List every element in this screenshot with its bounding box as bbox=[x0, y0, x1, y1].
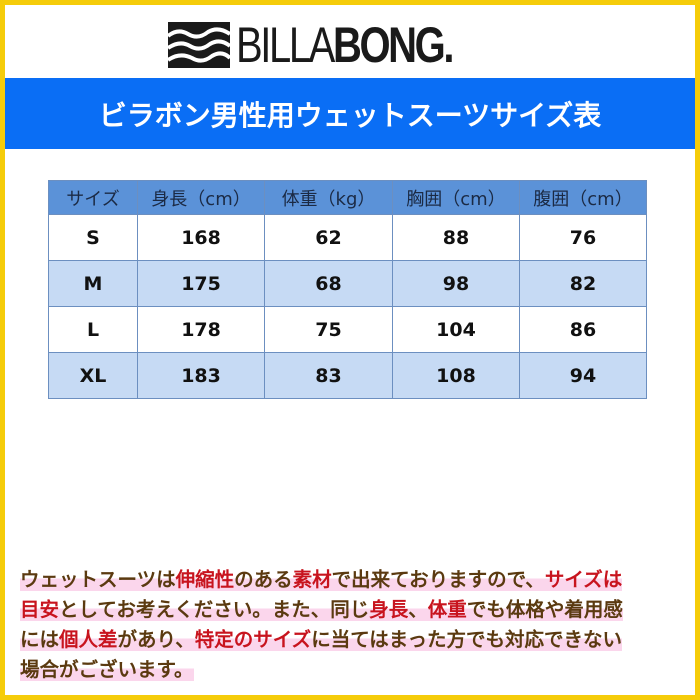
note-text: 場合がございます。 bbox=[20, 658, 194, 681]
table-cell: 108 bbox=[391, 352, 520, 399]
note-line: には個人差があり、特定のサイズに当てはまった方でも対応できない bbox=[20, 625, 690, 655]
table-cell: 76 bbox=[518, 214, 648, 261]
note-text: があり、 bbox=[117, 628, 195, 651]
table-row: M 175 68 98 82 bbox=[47, 260, 648, 307]
column-header: 体重（kg） bbox=[264, 180, 393, 215]
note-text: に当てはまった方でも対応できない bbox=[311, 628, 623, 651]
note-text: のある bbox=[234, 568, 293, 591]
table-cell: 62 bbox=[264, 214, 393, 261]
table-cell: 168 bbox=[137, 214, 266, 261]
table-cell: XL bbox=[47, 352, 139, 399]
note-emphasis: 伸縮性 bbox=[175, 568, 235, 591]
note-text: でも体格や着用感 bbox=[466, 598, 623, 621]
note-emphasis: 体重 bbox=[427, 598, 467, 621]
note-text: には bbox=[20, 628, 60, 651]
note-text: としてお考えください。また、同じ bbox=[59, 598, 370, 621]
note-emphasis: 特定のサイズ bbox=[194, 628, 312, 651]
table-cell: 88 bbox=[391, 214, 520, 261]
note-emphasis: サイズは bbox=[544, 568, 623, 591]
note-line: 場合がございます。 bbox=[20, 655, 690, 685]
page-title: ビラボン男性用ウェットスーツサイズ表 bbox=[5, 78, 695, 149]
note-line: 目安としてお考えください。また、同じ身長、体重でも体格や着用感 bbox=[20, 595, 690, 625]
note-emphasis: 素材 bbox=[292, 568, 332, 591]
table-cell: 104 bbox=[391, 306, 520, 353]
table-row: S 168 62 88 76 bbox=[47, 214, 648, 261]
note-text: 、 bbox=[408, 598, 428, 621]
table-cell: 83 bbox=[264, 352, 393, 399]
note-text: ウェットスーツは bbox=[20, 568, 176, 591]
note-emphasis: 個人差 bbox=[59, 628, 118, 651]
table-cell: 82 bbox=[518, 260, 648, 307]
table-cell: 175 bbox=[137, 260, 266, 307]
note-line: ウェットスーツは伸縮性のある素材で出来ておりますので、サイズは bbox=[20, 565, 690, 595]
table-row: L 178 75 104 86 bbox=[47, 306, 648, 353]
table-cell: 94 bbox=[518, 352, 648, 399]
column-header: 胸囲（cm） bbox=[391, 180, 520, 215]
size-table: サイズ 身長（cm） 体重（kg） 胸囲（cm） 腹囲（cm） S 168 62 88 76 M 1… bbox=[47, 180, 648, 399]
size-notes: ウェットスーツは伸縮性のある素材で出来ておりますので、サイズは 目安としてお考えく… bbox=[20, 565, 690, 685]
table-cell: 183 bbox=[137, 352, 266, 399]
note-text: で出来ておりますので、 bbox=[331, 568, 545, 591]
table-row: XL 183 83 108 94 bbox=[47, 352, 648, 399]
table-cell: 178 bbox=[137, 306, 266, 353]
wave-logo-icon bbox=[168, 22, 230, 68]
table-cell: S bbox=[47, 214, 139, 261]
note-emphasis: 目安 bbox=[20, 598, 60, 621]
table-cell: L bbox=[47, 306, 139, 353]
logo-wordmark: BILLABONG. bbox=[236, 17, 454, 73]
table-cell: 86 bbox=[518, 306, 648, 353]
table-cell: 68 bbox=[264, 260, 393, 307]
table-cell: M bbox=[47, 260, 139, 307]
column-header: 腹囲（cm） bbox=[518, 180, 648, 215]
table-cell: 98 bbox=[391, 260, 520, 307]
billabong-logo: BILLABONG. bbox=[168, 20, 513, 70]
table-cell: 75 bbox=[264, 306, 393, 353]
note-emphasis: 身長 bbox=[369, 598, 409, 621]
column-header: サイズ bbox=[47, 180, 139, 215]
column-header: 身長（cm） bbox=[137, 180, 266, 215]
